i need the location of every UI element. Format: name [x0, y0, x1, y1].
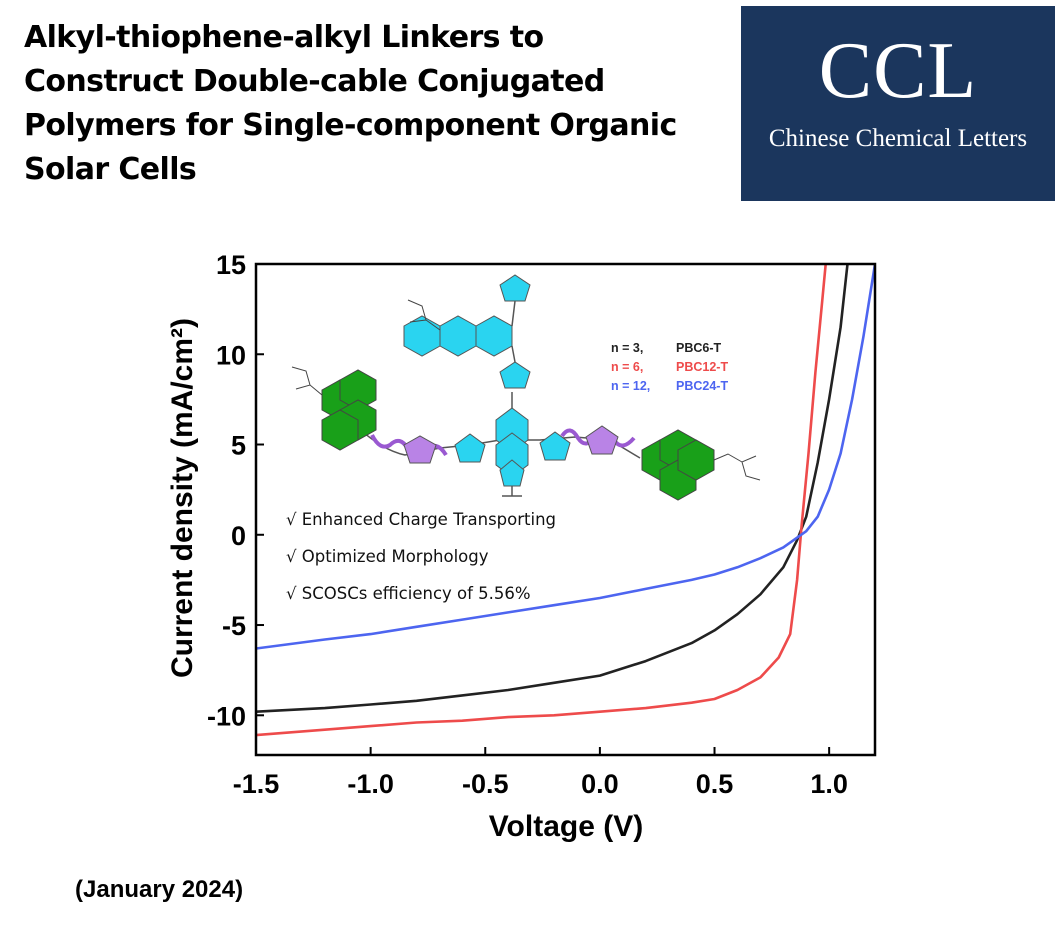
polymer-structure-illustration — [291, 274, 761, 501]
fused-core-2 — [495, 432, 529, 478]
plot-frame — [254, 262, 877, 757]
fused-core-3 — [499, 459, 525, 487]
journal-logo: CCL Chinese Chemical Letters — [741, 6, 1055, 201]
thiophene-purple-right — [585, 425, 619, 455]
chart-legend: n = 3, PBC6-T n = 6, PBC12-T n = 12, PBC24-T — [611, 341, 728, 393]
series-line-pbc24-t — [256, 264, 875, 650]
journal-abbreviation: CCL — [818, 27, 978, 115]
acceptor-ring-a — [439, 315, 477, 357]
acceptor-ring-c — [403, 315, 441, 357]
x-tick-label: 1.0 — [810, 769, 848, 799]
journal-name: Chinese Chemical Letters — [768, 125, 1028, 152]
article-headline: Alkyl-thiophene-alkyl Linkers to Constru… — [24, 20, 677, 187]
legend-entry-pbc6-t: PBC6-T — [676, 341, 722, 355]
jv-chart: n = 3, PBC6-Tn = 6, PBC12-Tn = 12, PBC24-T … — [166, 250, 877, 843]
x-axis-title: Voltage (V) — [489, 810, 643, 843]
y-tick-label: 10 — [216, 340, 246, 370]
y-axis: 15 10 5 0 -5 -10 — [207, 250, 264, 731]
y-tick-label: -5 — [222, 611, 246, 641]
y-tick-label: 15 — [216, 250, 246, 280]
thiophene-purple-left — [403, 435, 437, 464]
series-line-pbc6-t — [256, 264, 849, 713]
x-tick-label: 0.0 — [581, 769, 619, 799]
legend-prefix: n = 12, — [611, 379, 650, 393]
side-chain-right — [713, 453, 761, 481]
feature-annotation: √ Enhanced Charge Transporting — [286, 510, 556, 529]
side-chain-left — [291, 366, 323, 396]
pdi-right-4 — [677, 439, 715, 481]
legend-entry-pbc12-t: PBC12-T — [676, 360, 728, 374]
feature-annotation: √ SCOSCs efficiency of 5.56% — [286, 584, 531, 603]
y-tick-label: 0 — [231, 521, 246, 551]
x-tick-label: -1.0 — [347, 769, 394, 799]
feature-annotations: √ Enhanced Charge Transporting √ Optimize… — [286, 510, 556, 603]
thiophene-cyan-left — [454, 433, 486, 463]
x-tick-label: -1.5 — [233, 769, 280, 799]
publication-date: (January 2024) — [75, 876, 244, 903]
y-axis-title: Current density (mA/cm²) — [166, 318, 199, 678]
x-axis: -1.5 -1.0 -0.5 0.0 0.5 1.0 — [233, 747, 848, 799]
feature-annotation: √ Optimized Morphology — [286, 547, 489, 566]
legend-entry-pbc24-t: PBC24-T — [676, 379, 728, 393]
series-line-pbc12-t — [256, 264, 827, 737]
x-tick-label: -0.5 — [462, 769, 509, 799]
thiophene-cl-bottom — [499, 361, 531, 389]
legend-prefix: n = 6, — [611, 360, 643, 374]
acceptor-bond-bottom — [511, 345, 516, 363]
acceptor-bond-top — [511, 300, 516, 327]
x-tick-label: 0.5 — [696, 769, 734, 799]
pdi-left-2 — [339, 369, 377, 411]
pdi-left-4 — [321, 409, 359, 451]
side-chain-top — [407, 299, 441, 331]
acceptor-ring-b — [475, 315, 513, 357]
thiophene-cl-top — [499, 274, 531, 302]
y-tick-label: 5 — [231, 431, 246, 461]
legend-prefix: n = 3, — [611, 341, 643, 355]
thiophene-cyan-right — [539, 431, 571, 461]
y-tick-label: -10 — [207, 701, 246, 731]
